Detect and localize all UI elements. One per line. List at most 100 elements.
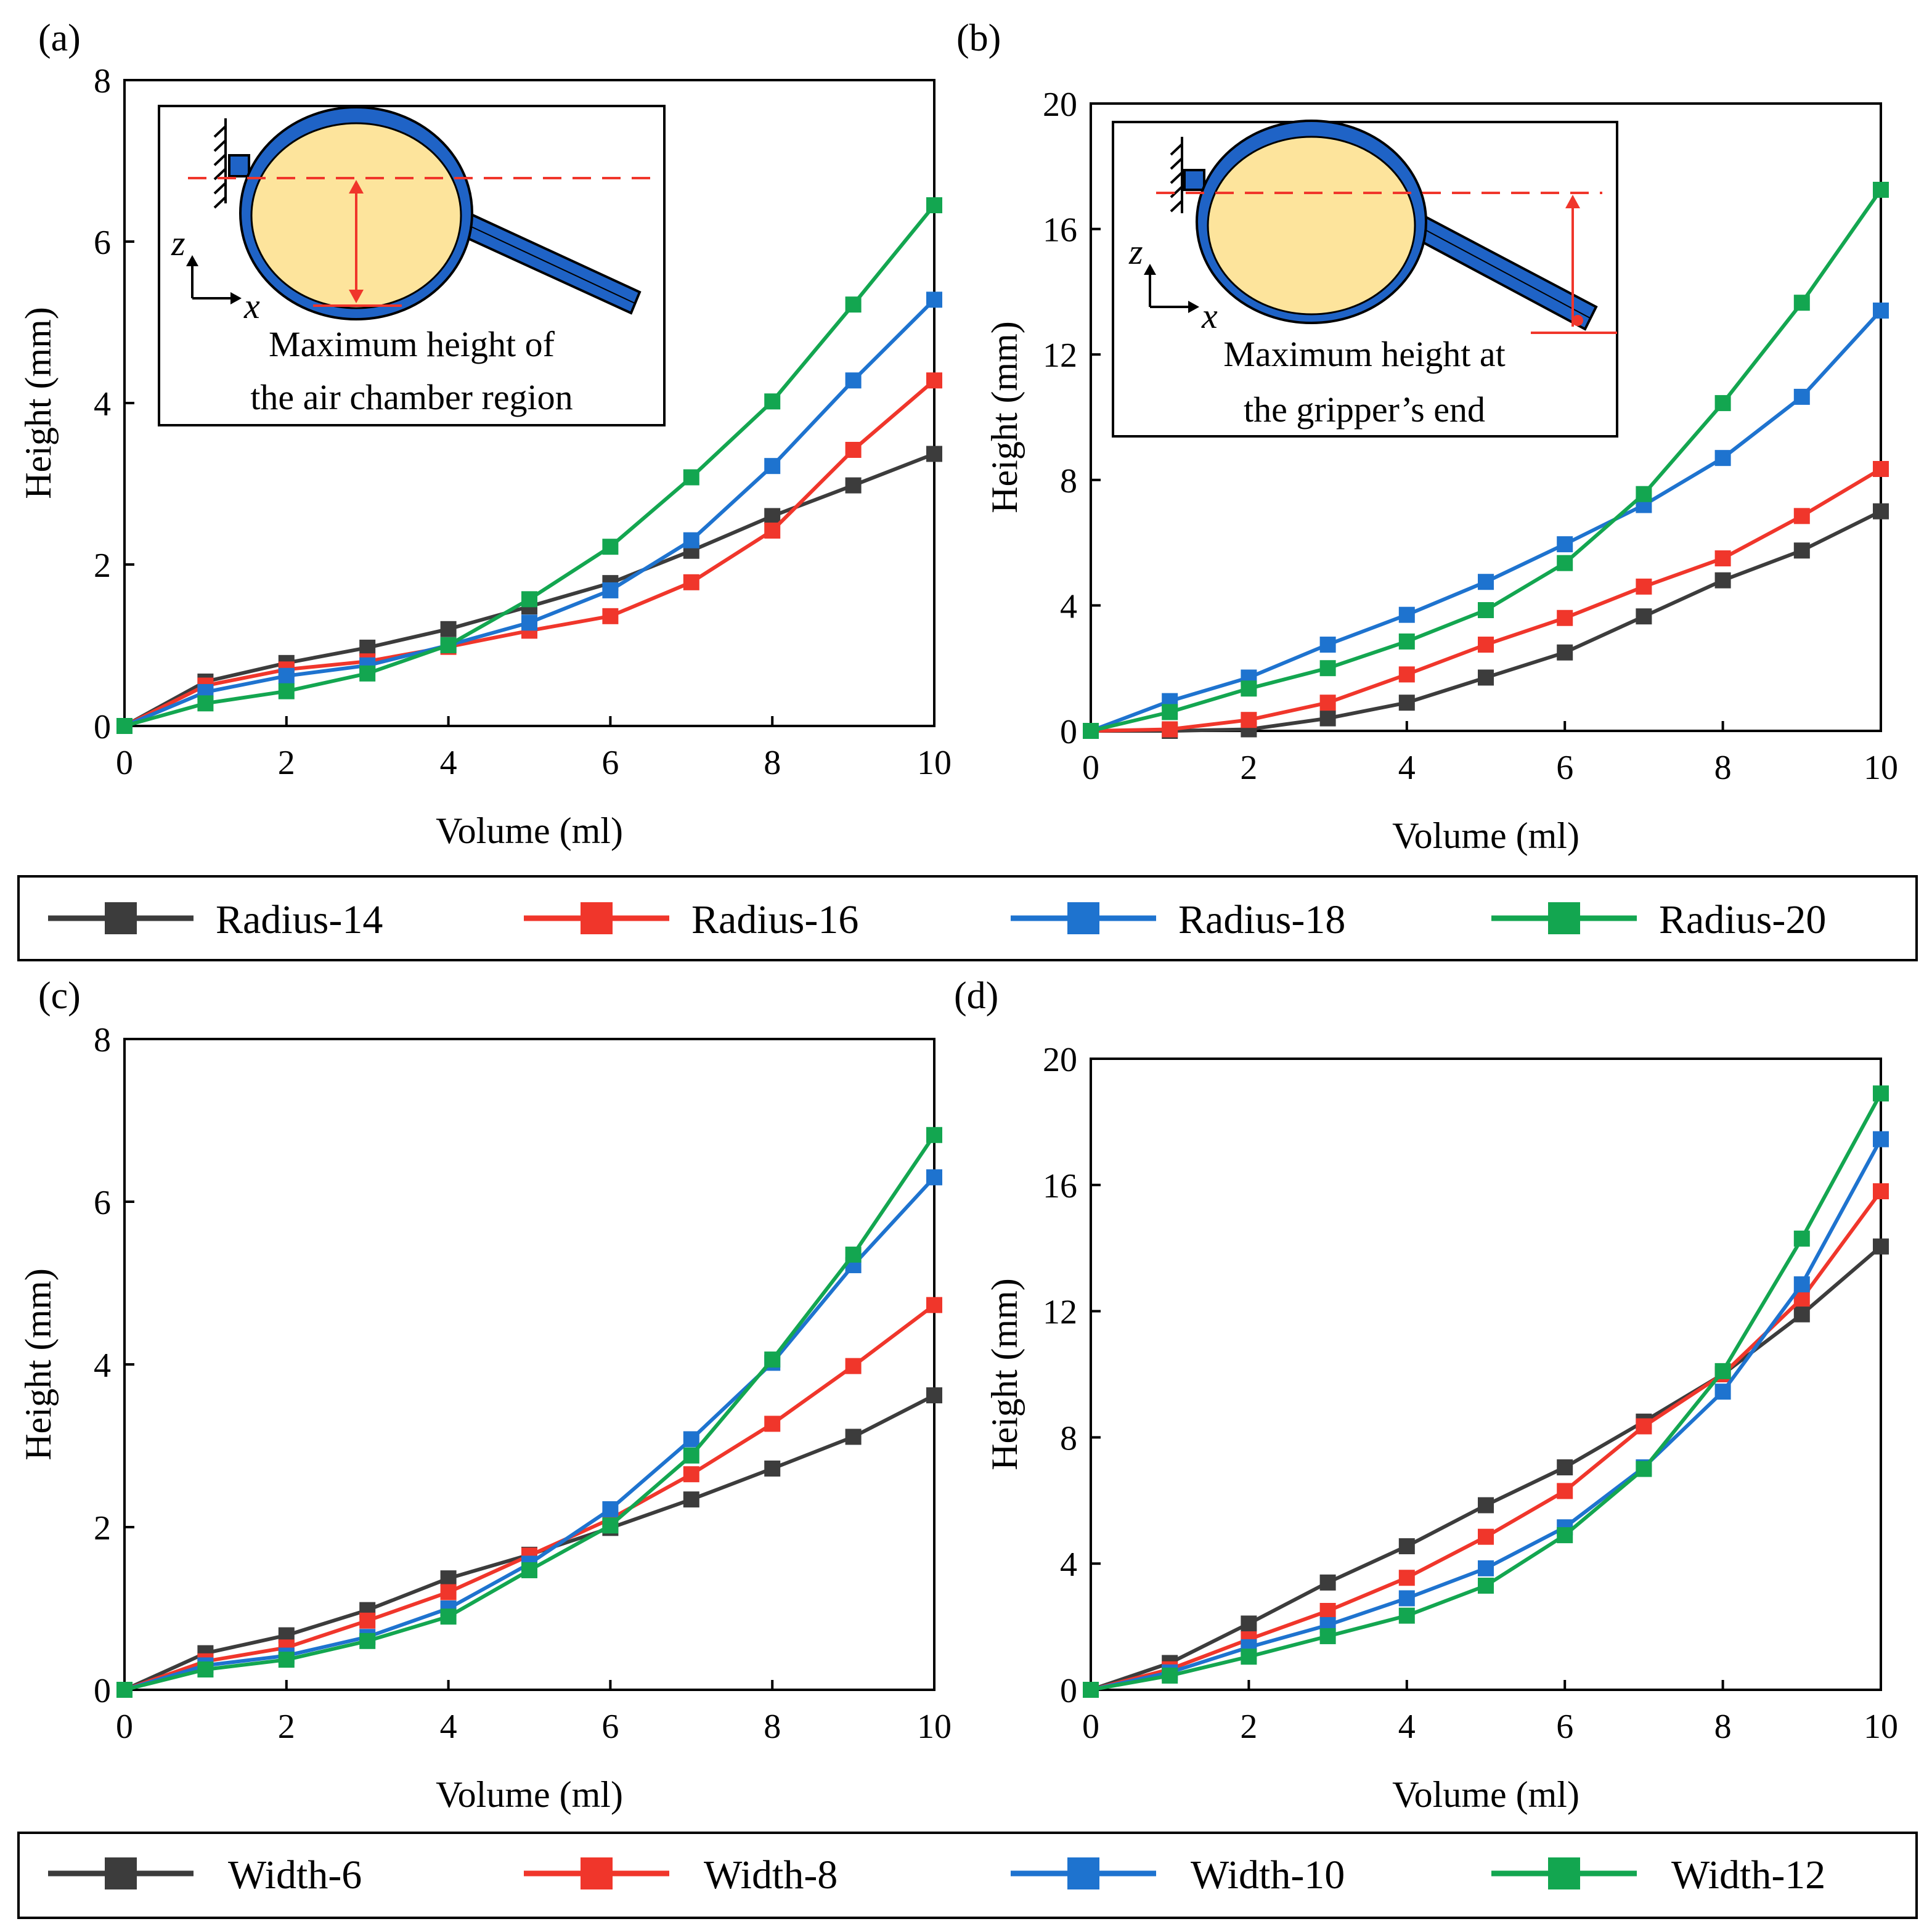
data-point bbox=[116, 718, 132, 734]
data-point bbox=[602, 1501, 619, 1517]
data-point bbox=[1398, 695, 1415, 711]
data-point bbox=[1478, 1578, 1494, 1594]
data-point bbox=[683, 1431, 699, 1448]
data-point bbox=[1319, 695, 1336, 711]
data-point bbox=[359, 1632, 376, 1649]
legend-entry: Width-8 bbox=[524, 1853, 838, 1897]
inset-gripper-end: z x Maximum height at the gripper’s end bbox=[1112, 120, 1618, 438]
x-tick-label: 8 bbox=[1714, 1708, 1732, 1746]
y-tick-label: 0 bbox=[94, 708, 111, 746]
data-point bbox=[845, 1358, 862, 1374]
data-point bbox=[1557, 1483, 1573, 1499]
data-point bbox=[359, 1612, 376, 1629]
data-point bbox=[116, 1682, 132, 1698]
x-axis-title: Volume (ml) bbox=[1392, 1774, 1579, 1815]
data-point bbox=[278, 683, 295, 699]
data-point bbox=[440, 637, 457, 653]
legend-label: Radius-18 bbox=[1178, 897, 1345, 942]
x-tick-label: 4 bbox=[440, 744, 457, 782]
series-radius-20 bbox=[116, 197, 942, 734]
y-axis-title: Height (mm) bbox=[18, 307, 59, 499]
data-point bbox=[1478, 637, 1494, 653]
data-point bbox=[845, 441, 862, 458]
y-axis-title: Height (mm) bbox=[984, 1278, 1025, 1470]
x-tick-label: 2 bbox=[1240, 749, 1257, 787]
legend-entry: Radius-16 bbox=[524, 897, 858, 942]
legend-label: Radius-16 bbox=[691, 897, 858, 942]
x-tick-label: 4 bbox=[440, 1708, 457, 1746]
x-tick-label: 0 bbox=[1082, 749, 1099, 787]
legend-width: Width-6 Width-8 Width-10 Width-12 bbox=[17, 1832, 1918, 1919]
data-point bbox=[359, 639, 376, 656]
data-point bbox=[521, 591, 537, 608]
legend-entry: Radius-20 bbox=[1491, 897, 1826, 942]
data-point bbox=[440, 621, 457, 637]
y-axis-title: Height (mm) bbox=[18, 1268, 59, 1461]
gripper-end-marker bbox=[1572, 315, 1583, 326]
x-tick-label: 0 bbox=[116, 1708, 133, 1746]
legend-label: Width-10 bbox=[1191, 1853, 1345, 1897]
data-point bbox=[926, 446, 942, 462]
data-point bbox=[1714, 1363, 1731, 1379]
y-tick-label: 20 bbox=[1043, 1041, 1077, 1079]
data-point bbox=[1319, 1603, 1336, 1619]
series-width-12 bbox=[116, 1127, 942, 1698]
data-point bbox=[602, 582, 619, 598]
series-width-10 bbox=[1083, 1131, 1889, 1698]
data-point bbox=[1793, 1306, 1810, 1323]
x-tick-label: 2 bbox=[278, 1708, 295, 1746]
data-point bbox=[926, 1387, 942, 1404]
data-point bbox=[926, 291, 942, 308]
data-point bbox=[1083, 1682, 1099, 1698]
data-point bbox=[764, 522, 781, 539]
data-point bbox=[845, 296, 862, 313]
series-width-12 bbox=[1083, 1085, 1889, 1698]
inset-b-caption-line2: the gripper’s end bbox=[1244, 389, 1485, 430]
data-point bbox=[1162, 721, 1178, 738]
data-point bbox=[764, 458, 781, 475]
y-tick-label: 16 bbox=[1043, 1167, 1077, 1205]
data-point bbox=[845, 1246, 862, 1263]
data-point bbox=[278, 667, 295, 684]
data-point bbox=[1478, 1560, 1494, 1576]
data-point bbox=[1793, 542, 1810, 559]
data-point bbox=[602, 608, 619, 624]
legend-entry: Width-12 bbox=[1491, 1853, 1825, 1897]
legend-entry: Radius-18 bbox=[1011, 897, 1345, 942]
legend-entry: Width-6 bbox=[48, 1853, 362, 1897]
y-axis-title: Height (mm) bbox=[984, 321, 1025, 513]
plot-frame bbox=[1090, 1058, 1882, 1691]
data-point bbox=[1557, 609, 1573, 626]
data-point bbox=[1083, 723, 1099, 739]
chart-a: 0 2 4 6 8 10 0 2 4 6 8 Volume (ml) Height (mm) bbox=[18, 62, 952, 851]
data-point bbox=[440, 1608, 457, 1625]
plot-frame bbox=[123, 1038, 935, 1691]
series-radius-14 bbox=[116, 446, 942, 734]
panel-label-c: (c) bbox=[38, 975, 81, 1017]
data-point bbox=[1162, 704, 1178, 720]
data-point bbox=[1636, 1461, 1652, 1477]
data-point bbox=[1478, 602, 1494, 619]
series-line bbox=[123, 1393, 935, 1692]
data-point bbox=[683, 532, 699, 548]
x-tick-label: 10 bbox=[917, 1708, 952, 1746]
inset-a-caption-line1: Maximum height of bbox=[269, 324, 555, 364]
y-tick-label: 0 bbox=[94, 1672, 111, 1710]
data-point bbox=[1873, 1085, 1889, 1102]
data-point bbox=[1873, 181, 1889, 198]
y-tick-label: 8 bbox=[94, 1021, 111, 1059]
series-line bbox=[1090, 467, 1882, 733]
panel-label-a: (a) bbox=[38, 17, 81, 59]
inset-b-caption-line1: Maximum height at bbox=[1223, 334, 1506, 374]
data-point bbox=[1873, 460, 1889, 477]
height-arrow-head-down bbox=[349, 290, 364, 303]
y-tick-label: 0 bbox=[1060, 1672, 1077, 1710]
data-point bbox=[521, 614, 537, 631]
legend-entry: Width-10 bbox=[1011, 1853, 1345, 1897]
legend-label: Width-8 bbox=[704, 1853, 838, 1897]
data-point bbox=[1398, 1607, 1415, 1624]
series-radius-16 bbox=[116, 372, 942, 734]
x-tick-label: 2 bbox=[1240, 1708, 1257, 1746]
panel-label-d: (d) bbox=[954, 975, 998, 1017]
